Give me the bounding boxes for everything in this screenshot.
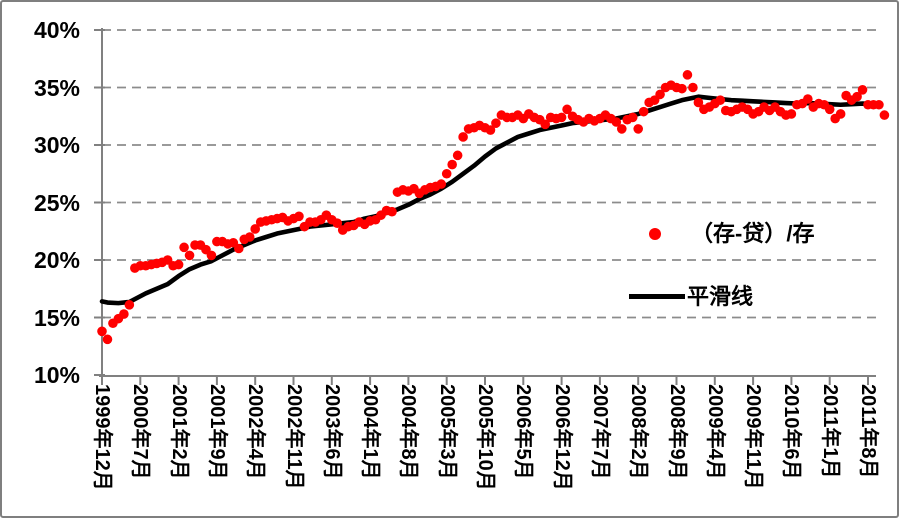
- x-axis-label-2005年10月: 2005年10月: [474, 384, 496, 491]
- x-axis-label-2002年11月: 2002年11月: [282, 384, 305, 490]
- x-axis-label-2002年4月: 2002年4月: [244, 384, 267, 480]
- y-axis-label-40%: 40%: [33, 17, 80, 43]
- scatter-point: [436, 179, 447, 189]
- scatter-point: [786, 109, 797, 119]
- x-axis-label-2004年8月: 2004年8月: [397, 384, 420, 480]
- scatter-point: [119, 309, 129, 319]
- scatter-point: [611, 117, 622, 127]
- scatter-point: [638, 106, 649, 117]
- scatter-point: [491, 118, 501, 128]
- scatter-point: [715, 95, 726, 105]
- scatter-point: [332, 218, 343, 228]
- scatter-point: [556, 112, 567, 123]
- scatter-point: [124, 300, 135, 310]
- x-axis-label-2009年4月: 2009年4月: [703, 384, 726, 480]
- x-axis-label-2003年6月: 2003年6月: [320, 384, 343, 480]
- scatter-point: [244, 232, 255, 242]
- scatter-point: [233, 243, 244, 254]
- x-axis-label-2008年2月: 2008年2月: [627, 384, 650, 480]
- x-axis-label-2011年1月: 2011年1月: [818, 384, 841, 479]
- smooth-line-series: [99, 94, 882, 306]
- x-axis-label-2008年9月: 2008年9月: [665, 384, 688, 480]
- scatter-point: [803, 94, 813, 104]
- scatter-point: [682, 70, 693, 80]
- scatter-point: [852, 91, 862, 102]
- y-axis-label-20%: 20%: [33, 247, 80, 273]
- scatter-point: [452, 150, 463, 161]
- scatter-point: [874, 99, 884, 110]
- x-axis-label-1999年12月: 1999年12月: [91, 384, 113, 491]
- scatter-point: [540, 119, 550, 130]
- scatter-point: [387, 206, 397, 217]
- legend-line-label: 平滑线: [687, 284, 754, 309]
- legend-scatter-marker-icon: [649, 228, 661, 240]
- y-axis-label-30%: 30%: [33, 132, 80, 158]
- scatter-point: [250, 224, 260, 234]
- x-axis-label-2006年12月: 2006年12月: [550, 384, 573, 491]
- scatter-point: [824, 104, 835, 115]
- scatter-point: [485, 125, 496, 135]
- y-axis-label-25%: 25%: [33, 189, 80, 216]
- x-axis-label-2006年5月: 2006年5月: [512, 384, 535, 480]
- legend-scatter-label: （存-贷）/存: [691, 221, 815, 246]
- x-axis-label-2001年2月: 2001年2月: [167, 384, 190, 480]
- scatter-point: [97, 326, 107, 337]
- x-axis-label-2011年8月: 2011年8月: [857, 384, 879, 479]
- x-axis-label-2001年9月: 2001年9月: [205, 384, 228, 480]
- scatter-point: [562, 104, 572, 115]
- scatter-point: [616, 124, 627, 134]
- scatter-point: [693, 97, 704, 108]
- scatter-point: [857, 85, 868, 95]
- scatter-point: [294, 211, 304, 222]
- scatter-point: [835, 109, 846, 119]
- scatter-point: [184, 250, 195, 261]
- scatter-point: [627, 112, 638, 123]
- legend-line-marker-icon: [629, 294, 685, 299]
- scatter-point: [179, 242, 189, 253]
- scatter-point: [102, 334, 113, 345]
- scatter-point: [447, 159, 457, 170]
- scatter-point: [633, 124, 643, 134]
- x-axis-label-2005年3月: 2005年3月: [435, 384, 458, 480]
- scatter-point: [655, 89, 665, 100]
- scatter-point: [173, 259, 184, 270]
- y-axis-label-15%: 15%: [33, 304, 80, 331]
- scatter-point: [441, 168, 452, 179]
- x-axis-label-2009年11月: 2009年11月: [742, 384, 765, 490]
- scatter-point: [879, 110, 890, 120]
- scatter-point: [206, 250, 217, 261]
- scatter-point: [677, 83, 687, 94]
- scatter-point: [458, 132, 468, 142]
- x-axis-label-2000年7月: 2000年7月: [129, 384, 152, 480]
- scatter-point: [688, 82, 698, 93]
- y-axis-label-10%: 10%: [33, 362, 80, 388]
- y-axis-label-35%: 35%: [33, 74, 80, 101]
- x-axis-label-2010年6月: 2010年6月: [780, 384, 803, 480]
- x-axis-label-2004年1月: 2004年1月: [359, 384, 382, 480]
- x-axis-label-2007年7月: 2007年7月: [588, 384, 611, 480]
